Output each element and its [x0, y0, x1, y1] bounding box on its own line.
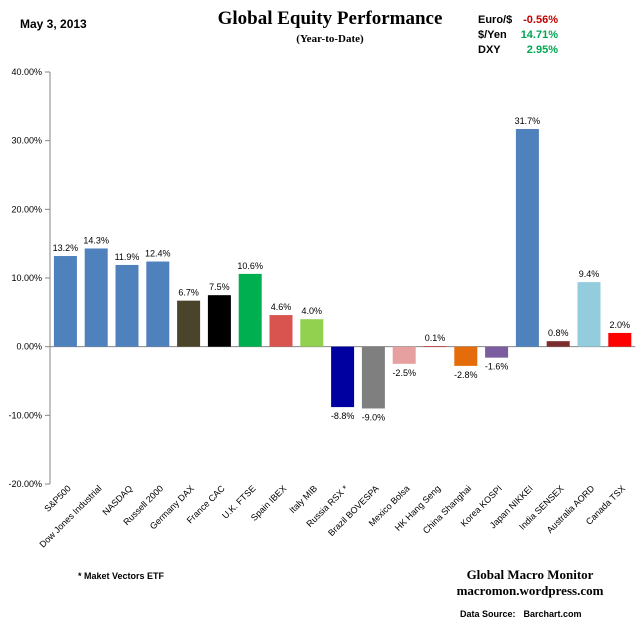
brand-url: macromon.wordpress.com [456, 583, 604, 598]
data-label: 6.7% [178, 288, 199, 298]
brand-name: Global Macro Monitor [466, 567, 594, 582]
report-date: May 3, 2013 [20, 17, 87, 31]
data-labels: 13.2% 14.3% 11.9% 12.4% 6.7% 7.5% 10.6% 4.6% 4.0… [53, 116, 630, 422]
fx-value-dxy: 2.95% [526, 44, 558, 56]
bar [269, 315, 293, 347]
bar [454, 346, 478, 366]
y-tick-label: 20.00% [11, 204, 42, 214]
data-source: Data Source: Barchart.com [460, 609, 582, 619]
category-label: Dow Jones Industrial [37, 483, 103, 549]
data-label: 4.6% [271, 302, 292, 312]
bar [146, 261, 170, 347]
data-label: 31.7% [515, 116, 541, 126]
y-tick-label: 30.00% [11, 136, 42, 146]
data-label: -2.5% [392, 368, 416, 378]
chart-subtitle: (Year-to-Date) [296, 33, 364, 45]
data-label: 7.5% [209, 282, 230, 292]
data-label: 14.3% [83, 235, 109, 245]
data-label: -1.6% [485, 362, 509, 372]
data-label: 0.1% [425, 333, 446, 343]
bar [300, 319, 324, 347]
data-label: 9.4% [579, 269, 600, 279]
bar [238, 273, 262, 347]
fx-value-euro: -0.56% [523, 14, 558, 26]
bar [392, 346, 416, 364]
bar [84, 248, 108, 347]
y-tick-label: -10.00% [8, 410, 42, 420]
data-label: 11.9% [115, 252, 140, 262]
y-tick-label: -20.00% [8, 479, 42, 489]
bar [361, 346, 385, 409]
y-tick-label: 10.00% [11, 273, 42, 283]
fx-label-yen: $/Yen [478, 29, 507, 41]
bar-series [53, 128, 632, 409]
data-label: 10.6% [237, 261, 263, 271]
data-label: 4.0% [302, 306, 323, 316]
y-tick-label: 40.00% [11, 67, 42, 77]
fx-value-yen: 14.71% [520, 29, 558, 41]
data-label: -2.8% [454, 370, 478, 380]
bar [115, 264, 139, 347]
data-label: -8.8% [331, 411, 355, 421]
data-label: 2.0% [610, 320, 631, 330]
bar [207, 295, 231, 347]
category-label: S&P500 [42, 483, 72, 513]
bar [53, 256, 77, 347]
bar [515, 128, 539, 347]
footnote: * Maket Vectors ETF [78, 571, 165, 581]
bar [485, 346, 509, 358]
bar [608, 332, 632, 347]
fx-panel: Euro/$ -0.56% $/Yen 14.71% DXY 2.95% [478, 14, 558, 58]
bar [546, 341, 570, 347]
y-tick-label: 0.00% [16, 342, 42, 352]
fx-label-dxy: DXY [478, 44, 501, 56]
bar [177, 300, 201, 347]
bar [331, 346, 355, 408]
data-label: 13.2% [53, 243, 79, 253]
data-label: 12.4% [145, 249, 171, 259]
source-value: Barchart.com [523, 609, 582, 619]
bar [577, 282, 601, 347]
source-label: Data Source: [460, 609, 516, 619]
category-label: Italy MIB [287, 483, 319, 515]
data-label: -9.0% [362, 412, 386, 422]
fx-label-euro: Euro/$ [478, 14, 513, 26]
data-label: 0.8% [548, 328, 569, 338]
chart-title: Global Equity Performance [217, 8, 443, 29]
bar [423, 345, 447, 347]
